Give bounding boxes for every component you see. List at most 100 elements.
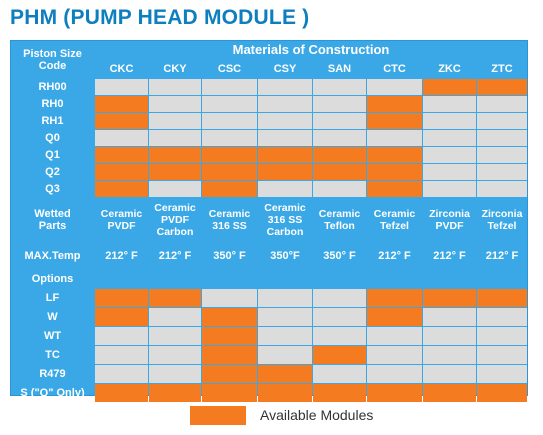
piston-cell-q1-ctc-available <box>367 147 422 163</box>
option-cell-s-q-only--ctc-available <box>367 384 422 402</box>
wetted-parts-value: Ceramic PVDF <box>100 208 143 232</box>
max-temp-value: 350° F <box>213 250 246 262</box>
piston-row-label: Q1 <box>45 149 60 161</box>
column-header-cky: CKY <box>163 63 187 75</box>
piston-cell-q0-zkc-unavailable <box>423 130 476 146</box>
column-header-ztc: ZTC <box>491 63 513 75</box>
option-row-label: LF <box>45 292 60 304</box>
option-cell-r479-csy-available <box>258 365 312 383</box>
option-cell-lf-ctc-available <box>367 289 422 307</box>
wetted-parts-value: Zirconia PVDF <box>429 208 470 232</box>
option-cell-tc-zkc-unavailable <box>423 346 476 364</box>
piston-cell-rh1-zkc-unavailable <box>423 113 476 129</box>
wetted-parts-value: Ceramic Teflon <box>318 208 361 232</box>
piston-cell-rh0-san-unavailable <box>313 96 366 112</box>
piston-row-label: RH0 <box>41 98 64 110</box>
piston-cell-q3-san-unavailable <box>313 181 366 197</box>
option-cell-w-ckc-available <box>95 308 148 326</box>
piston-cell-rh00-csy-unavailable <box>258 79 312 95</box>
wetted-parts-value: Ceramic 316 SS <box>208 208 251 232</box>
option-cell-w-san-unavailable <box>313 308 366 326</box>
max-temp-value: 212° F <box>485 250 519 262</box>
option-cell-s-q-only--csc-available <box>202 384 257 402</box>
piston-cell-rh0-cky-unavailable <box>149 96 201 112</box>
option-cell-s-q-only--csy-available <box>258 384 312 402</box>
modules-table: Piston Size Code Materials of Constructio… <box>10 40 528 402</box>
piston-cell-rh00-csc-unavailable <box>202 79 257 95</box>
piston-cell-q2-csc-available <box>202 164 257 180</box>
option-cell-r479-cky-unavailable <box>149 365 201 383</box>
option-cell-tc-ckc-unavailable <box>95 346 148 364</box>
piston-cell-rh1-san-unavailable <box>313 113 366 129</box>
piston-row-label: RH1 <box>41 115 64 127</box>
option-cell-r479-ztc-unavailable <box>477 365 527 383</box>
piston-size-code-header: Piston Size Code <box>23 47 82 72</box>
piston-cell-q0-san-unavailable <box>313 130 366 146</box>
piston-cell-rh1-csy-unavailable <box>258 113 312 129</box>
option-cell-r479-san-unavailable <box>313 365 366 383</box>
wetted-parts-label: Wetted Parts <box>34 208 71 232</box>
option-cell-wt-csc-available <box>202 327 257 345</box>
piston-cell-rh0-zkc-unavailable <box>423 96 476 112</box>
max-temp-value: 212° F <box>378 250 411 262</box>
option-cell-r479-ckc-unavailable <box>95 365 148 383</box>
piston-cell-rh00-ztc-available <box>477 79 527 95</box>
materials-of-construction-header: Materials of Construction <box>232 42 390 57</box>
option-cell-tc-csc-available <box>202 346 257 364</box>
column-header-ctc: CTC <box>383 63 406 75</box>
option-row-label: TC <box>45 349 60 361</box>
piston-cell-rh1-ztc-unavailable <box>477 113 527 129</box>
option-cell-w-csc-available <box>202 308 257 326</box>
piston-cell-q3-zkc-unavailable <box>423 181 476 197</box>
column-header-csy: CSY <box>273 63 297 75</box>
column-header-csc: CSC <box>217 63 242 75</box>
piston-cell-q3-ckc-available <box>95 181 148 197</box>
max-temp-label: MAX.Temp <box>24 250 81 262</box>
options-label: Options <box>31 273 74 285</box>
piston-cell-rh1-cky-unavailable <box>149 113 201 129</box>
piston-cell-q2-san-available <box>313 164 366 180</box>
option-cell-tc-csy-unavailable <box>258 346 312 364</box>
option-cell-lf-cky-available <box>149 289 201 307</box>
piston-cell-q2-cky-available <box>149 164 201 180</box>
piston-cell-q2-ckc-available <box>95 164 148 180</box>
option-cell-w-csy-unavailable <box>258 308 312 326</box>
option-cell-r479-ctc-unavailable <box>367 365 422 383</box>
page-title: PHM (PUMP HEAD MODULE ) <box>10 6 310 29</box>
option-cell-tc-ctc-unavailable <box>367 346 422 364</box>
option-cell-s-q-only--zkc-available <box>423 384 476 402</box>
option-cell-w-ctc-available <box>367 308 422 326</box>
option-cell-r479-zkc-unavailable <box>423 365 476 383</box>
piston-cell-q0-ctc-unavailable <box>367 130 422 146</box>
option-cell-wt-ctc-unavailable <box>367 327 422 345</box>
piston-cell-q2-csy-available <box>258 164 312 180</box>
option-row-label: R479 <box>39 368 66 380</box>
max-temp-value: 212° F <box>105 250 138 262</box>
option-cell-wt-ztc-unavailable <box>477 327 527 345</box>
option-cell-s-q-only--ckc-available <box>95 384 148 402</box>
max-temp-value: 350°F <box>270 250 300 262</box>
piston-cell-rh0-ztc-unavailable <box>477 96 527 112</box>
option-row-label: WT <box>43 330 62 342</box>
column-header-zkc: ZKC <box>438 63 461 75</box>
piston-row-label: Q2 <box>45 166 60 178</box>
piston-cell-q0-ztc-unavailable <box>477 130 527 146</box>
piston-cell-rh1-ckc-available <box>95 113 148 129</box>
option-cell-lf-csc-unavailable <box>202 289 257 307</box>
piston-cell-q1-ztc-unavailable <box>477 147 527 163</box>
option-cell-s-q-only--cky-available <box>149 384 201 402</box>
option-cell-s-q-only--ztc-available <box>477 384 527 402</box>
piston-row-label: Q0 <box>45 132 60 144</box>
piston-cell-rh00-ctc-unavailable <box>367 79 422 95</box>
piston-cell-q3-csc-available <box>202 181 257 197</box>
wetted-parts-value: Zirconia Tefzel <box>481 208 523 232</box>
max-temp-value: 212° F <box>158 250 192 262</box>
max-temp-value: 350° F <box>323 250 356 262</box>
wetted-parts-value: Ceramic PVDF Carbon <box>154 202 196 238</box>
option-cell-lf-ztc-available <box>477 289 527 307</box>
piston-row-label: RH00 <box>38 81 67 93</box>
option-cell-lf-zkc-available <box>423 289 476 307</box>
piston-cell-q0-ckc-unavailable <box>95 130 148 146</box>
option-cell-lf-ckc-available <box>95 289 148 307</box>
piston-cell-rh0-ckc-available <box>95 96 148 112</box>
